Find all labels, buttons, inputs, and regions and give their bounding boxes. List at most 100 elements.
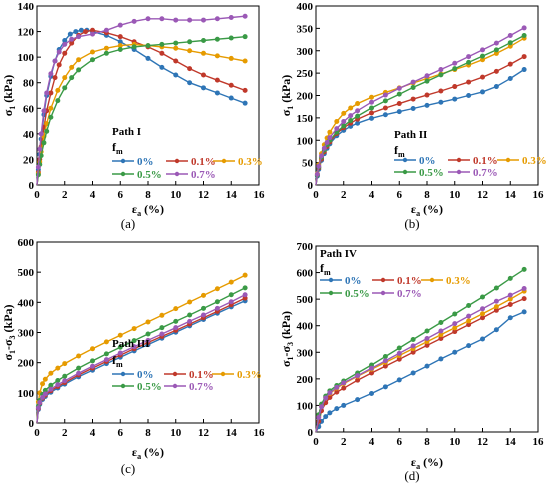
x-tick-label: 16: [254, 427, 266, 439]
legend-marker: [120, 171, 126, 177]
data-point: [507, 75, 513, 81]
y-tick-label: 350: [297, 23, 314, 35]
y-tick-label: 60: [23, 103, 35, 115]
data-point: [316, 163, 322, 169]
data-point: [341, 380, 347, 386]
y-tick-label: 200: [297, 374, 314, 386]
data-point: [201, 38, 206, 44]
data-point: [369, 390, 374, 396]
data-point: [493, 304, 499, 310]
data-point: [319, 153, 325, 159]
data-point: [55, 87, 61, 93]
data-point: [62, 85, 68, 91]
y-axis-label: σ1-σ3 (kPa): [279, 311, 295, 367]
data-point: [521, 296, 527, 302]
data-point: [521, 25, 527, 31]
y-tick-label: 50: [302, 158, 314, 170]
data-point: [56, 62, 62, 68]
data-point: [424, 73, 430, 79]
data-point: [173, 306, 179, 312]
data-point: [382, 92, 388, 98]
series-line: [315, 311, 525, 433]
data-point: [117, 46, 123, 52]
legend-item: 0.5%: [320, 288, 370, 300]
data-point: [103, 339, 109, 345]
y-tick-label: 600: [18, 237, 35, 249]
legend-item: 0.1%: [164, 369, 214, 381]
data-point: [201, 292, 206, 298]
data-point: [69, 64, 75, 70]
y-tick-label: 400: [297, 321, 314, 333]
y-tick-label: 300: [297, 347, 314, 359]
legend-label: 0%: [137, 369, 154, 381]
legend-label: 0.1%: [189, 369, 214, 381]
y-tick-label: 500: [297, 294, 314, 306]
data-point: [76, 67, 82, 73]
data-point: [201, 85, 206, 91]
data-point: [438, 328, 444, 334]
series-0.5%: [35, 34, 248, 186]
data-point: [52, 58, 58, 64]
data-point: [159, 41, 165, 47]
y-tick-label: 140: [18, 1, 35, 13]
legend-marker: [220, 371, 226, 377]
data-point: [48, 382, 54, 388]
data-point: [145, 319, 151, 325]
data-point: [314, 171, 320, 177]
data-point: [507, 275, 513, 281]
data-point: [76, 353, 82, 359]
x-tick-label: 14: [226, 427, 238, 439]
legend-item: 0.3%: [212, 369, 262, 381]
data-point: [76, 57, 82, 63]
data-point: [369, 94, 374, 100]
data-point: [341, 123, 347, 129]
data-point: [369, 110, 374, 116]
data-point: [55, 365, 61, 371]
data-point: [334, 126, 340, 132]
data-point: [493, 47, 499, 53]
data-point: [187, 80, 193, 86]
data-point: [173, 325, 179, 331]
data-point: [493, 40, 499, 46]
data-point: [159, 325, 165, 331]
data-point: [242, 292, 248, 298]
data-point: [410, 84, 416, 90]
legend-marker: [328, 277, 334, 283]
data-point: [52, 75, 58, 81]
x-tick-label: 6: [397, 189, 403, 201]
data-point: [424, 335, 430, 341]
data-point: [438, 99, 444, 105]
data-point: [382, 354, 388, 360]
data-point: [173, 318, 179, 324]
x-tick-label: 4: [90, 427, 96, 439]
data-point: [159, 50, 165, 56]
data-point: [438, 72, 444, 78]
data-point: [521, 286, 527, 292]
series-line: [36, 297, 246, 424]
data-point: [90, 346, 95, 352]
data-point: [76, 370, 82, 376]
legend-item: 0.1%: [372, 275, 422, 287]
y-tick-label: 0: [29, 180, 35, 192]
data-point: [62, 373, 68, 379]
legend-item: 0.5%: [112, 169, 162, 181]
y-axis-label: σ1 (kPa): [1, 75, 17, 117]
chart-panel: 0 2 4 6 8 10 12 14 16 0 20 40 60 80 100 120 140 εa (%) σ1 …: [1, 1, 265, 231]
data-point: [228, 95, 234, 101]
data-point: [348, 105, 354, 111]
legend-item: 0.1%: [448, 155, 498, 167]
legend-title: fm: [394, 143, 405, 159]
data-point: [159, 64, 165, 70]
data-point: [159, 16, 165, 22]
x-tick-label: 0: [34, 189, 40, 201]
data-point: [62, 361, 68, 367]
data-point: [48, 90, 54, 96]
legend-marker: [328, 290, 334, 296]
legend-marker: [380, 290, 386, 296]
x-tick-label: 8: [145, 189, 151, 201]
series-line: [315, 287, 525, 433]
data-point: [117, 332, 123, 338]
legend-label: 0%: [137, 156, 154, 168]
data-point: [55, 377, 61, 383]
legend-item: 0%: [320, 275, 362, 287]
